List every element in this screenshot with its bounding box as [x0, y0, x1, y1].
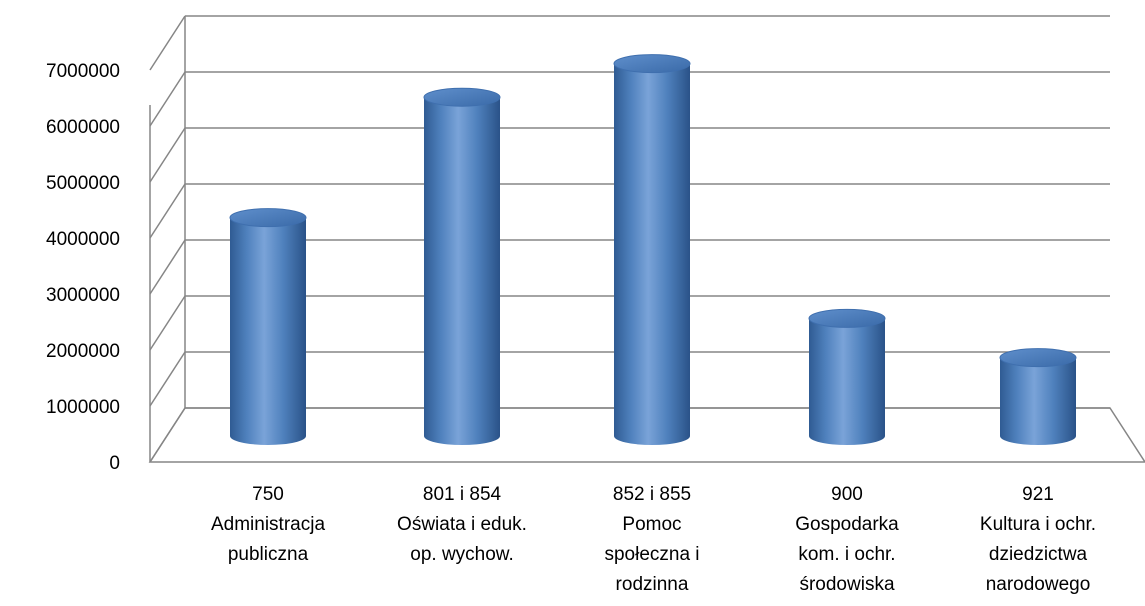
bar-body — [809, 318, 885, 445]
bar-top — [808, 308, 886, 328]
bar-body — [230, 217, 306, 445]
bar-top — [999, 348, 1077, 368]
y-tick-label: 2000000 — [46, 341, 120, 362]
x-tick-label: dziedzictwa — [989, 544, 1088, 565]
y-tick-label: 4000000 — [46, 229, 120, 250]
x-tick-label: Kultura i ochr. — [980, 514, 1096, 535]
y-tick-label: 6000000 — [46, 117, 120, 138]
bar — [808, 308, 886, 445]
x-tick-label: Pomoc — [622, 514, 681, 535]
x-tick-label: 750 — [252, 484, 284, 505]
floor — [148, 407, 1145, 463]
side-gridline — [149, 295, 186, 351]
bar — [613, 54, 691, 445]
bar-top — [613, 54, 691, 74]
bars — [229, 54, 1077, 445]
bar-top — [423, 87, 501, 107]
bar-body — [424, 97, 500, 445]
x-tick-label: 852 i 855 — [613, 484, 691, 505]
bar-body — [614, 63, 690, 445]
x-tick-label: Gospodarka — [795, 514, 899, 535]
y-tick-label: 5000000 — [46, 173, 120, 194]
y-tick-label: 0 — [109, 453, 120, 474]
side-gridline — [149, 71, 186, 127]
axes — [148, 16, 1145, 463]
y-tick-label: 3000000 — [46, 285, 120, 306]
side-gridline — [149, 15, 186, 71]
bar — [229, 208, 307, 445]
side-gridline — [149, 183, 186, 239]
x-tick-label: kom. i ochr. — [798, 544, 895, 565]
bar-body — [1000, 357, 1076, 445]
x-tick-label: środowiska — [799, 574, 894, 595]
x-tick-label: op. wychow. — [410, 544, 514, 565]
y-tick-label: 7000000 — [46, 61, 120, 82]
x-tick-label: publiczna — [228, 544, 309, 565]
x-tick-label: narodowego — [986, 574, 1091, 595]
bar — [423, 87, 501, 445]
x-tick-label: 801 i 854 — [423, 484, 502, 505]
x-tick-label: 921 — [1022, 484, 1054, 505]
tick-labels: 0 1000000 2000000 3000000 4000000 5000000 6000… — [46, 61, 1096, 595]
x-tick-label: Oświata i eduk. — [397, 514, 527, 535]
x-tick-label: Administracja — [211, 514, 325, 535]
side-gridline — [149, 239, 186, 295]
side-gridline — [149, 127, 186, 183]
x-tick-label: społeczna i — [604, 544, 699, 565]
x-tick-label: rodzinna — [616, 574, 689, 595]
side-gridline — [149, 351, 186, 407]
y-tick-label: 1000000 — [46, 397, 120, 418]
x-tick-label: 900 — [831, 484, 863, 505]
bar — [999, 348, 1077, 445]
bar-top — [229, 208, 307, 228]
